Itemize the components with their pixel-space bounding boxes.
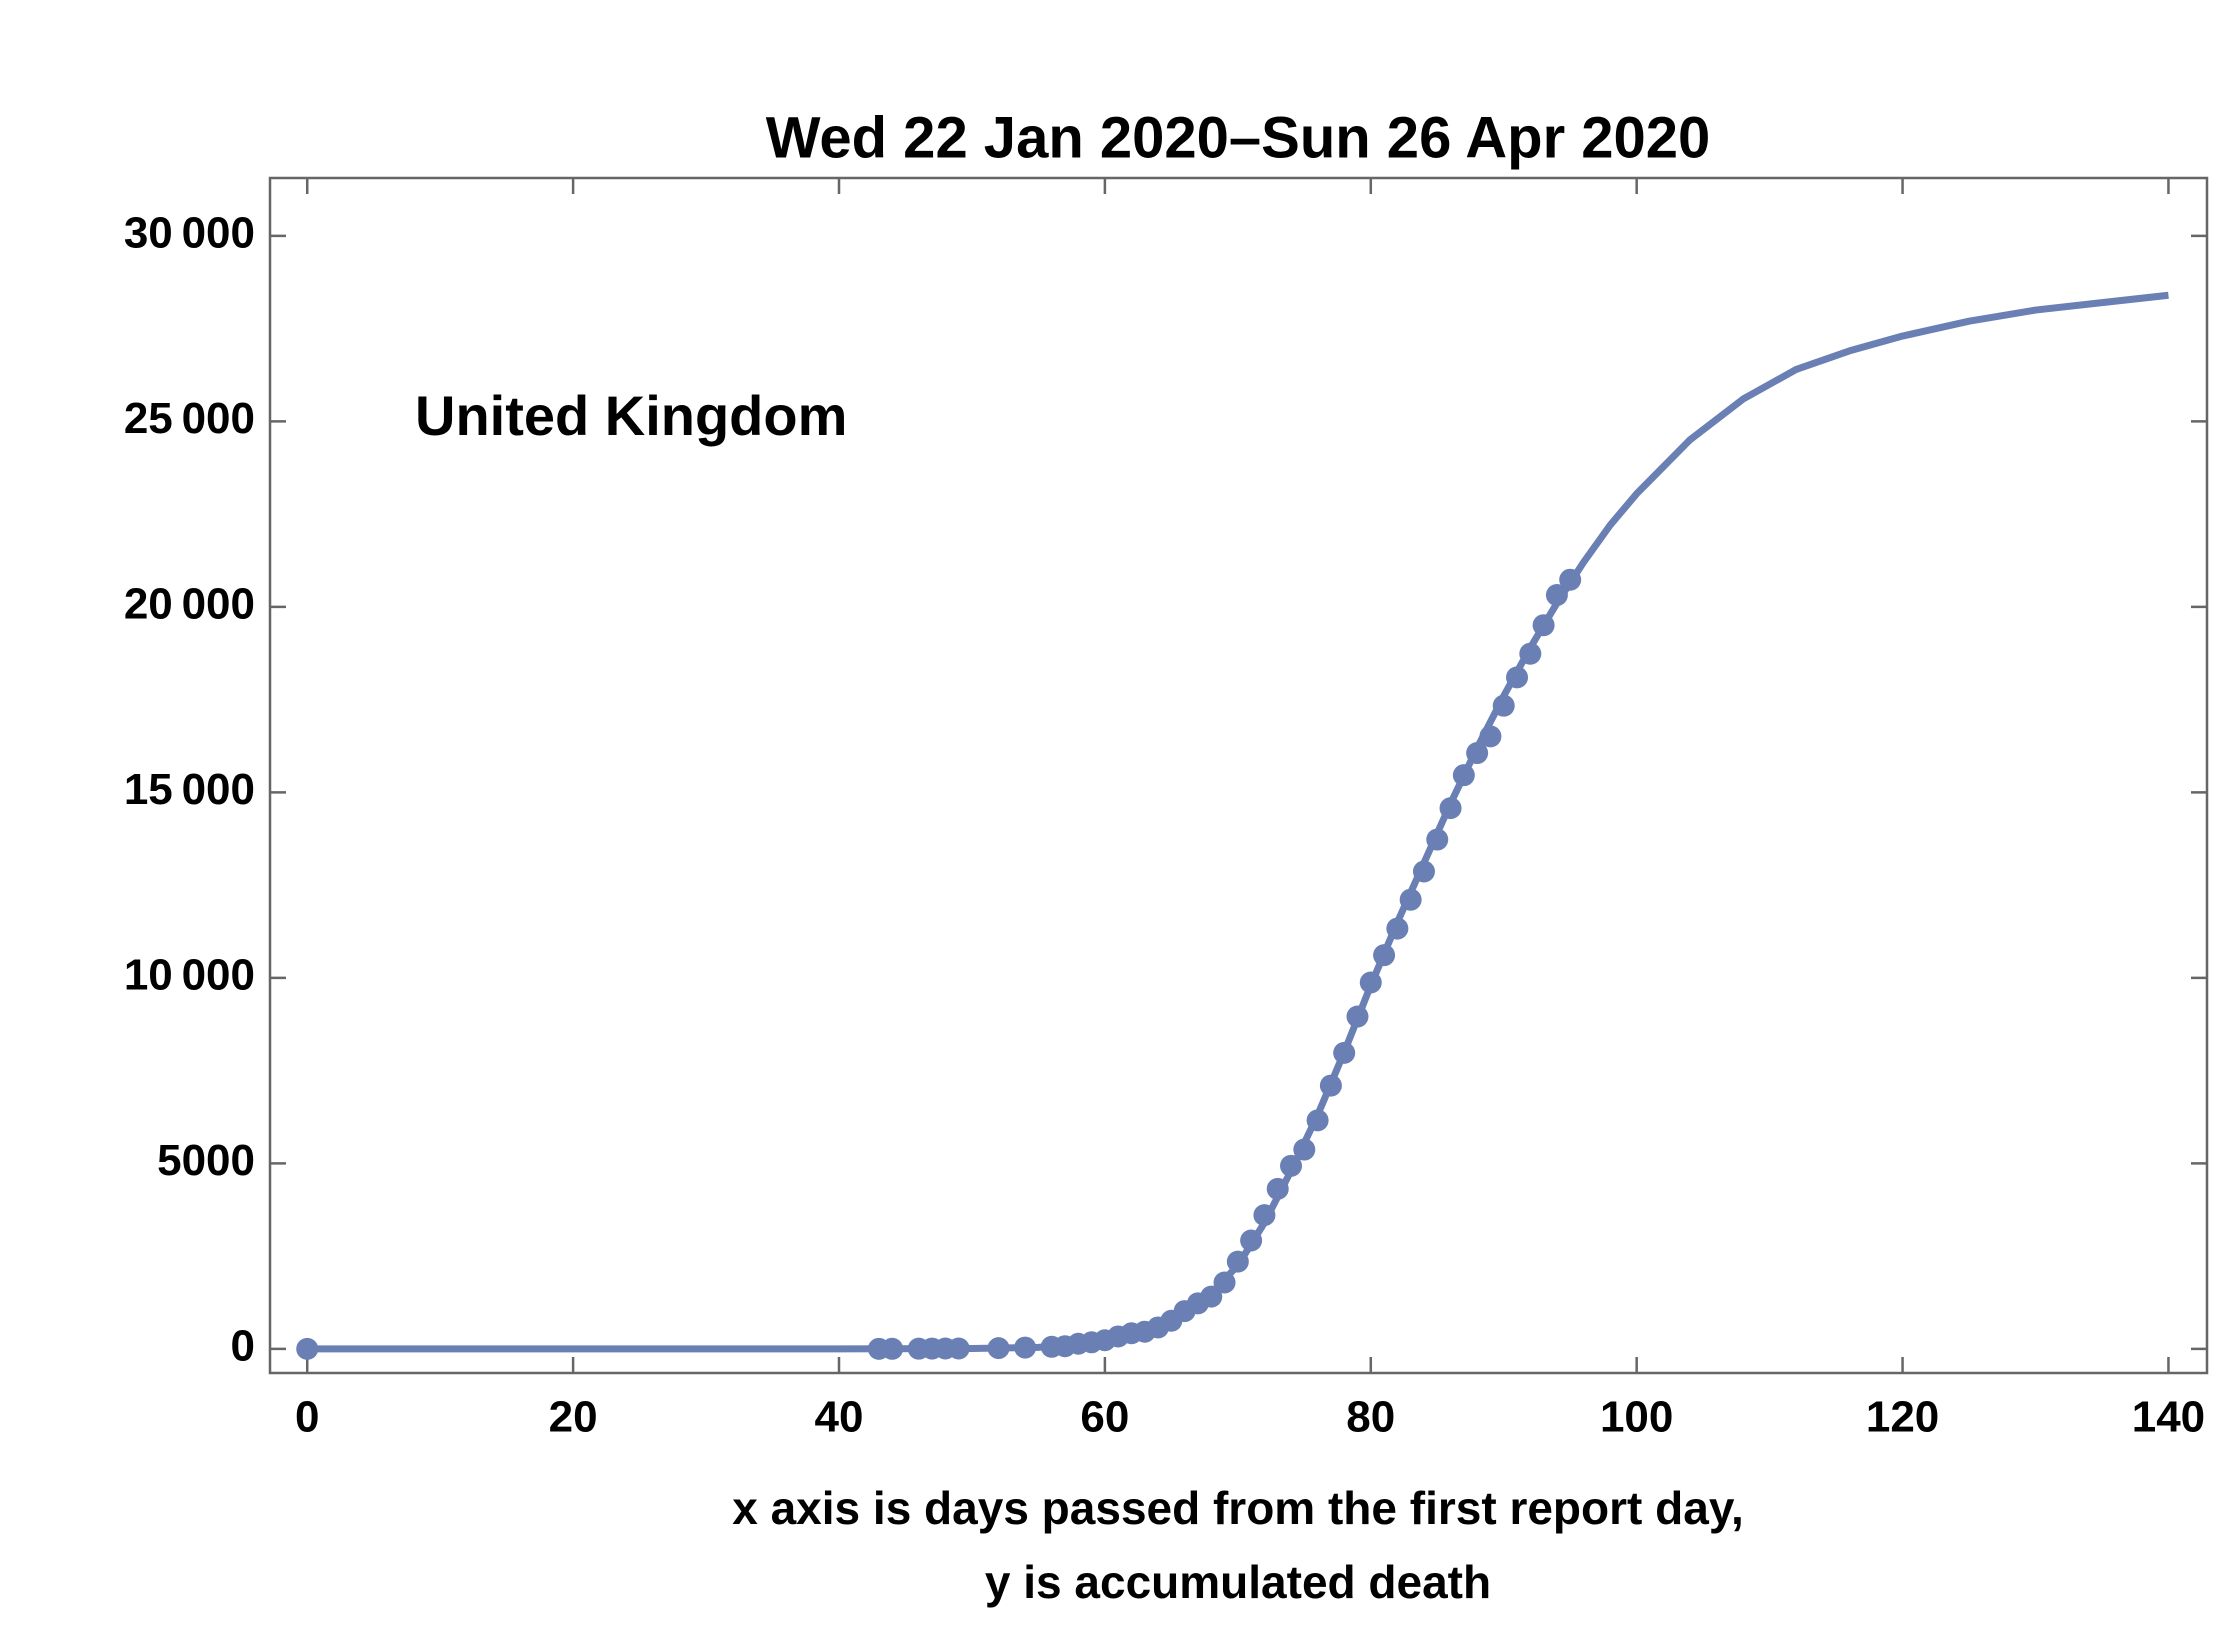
data-point — [1386, 917, 1409, 940]
data-point — [296, 1337, 319, 1360]
x-tick-label: 80 — [1346, 1393, 1395, 1442]
x-axis-label: x axis is days passed from the first rep… — [732, 1482, 1744, 1534]
data-point — [1266, 1177, 1289, 1200]
fit-line — [307, 291, 2169, 1353]
data-point — [1559, 568, 1582, 591]
data-point — [1306, 1109, 1329, 1132]
data-point — [1412, 860, 1435, 883]
data-point — [1333, 1041, 1356, 1064]
y-tick-label: 25 000 — [124, 394, 255, 443]
data-point — [1346, 1005, 1369, 1028]
data-point — [1492, 694, 1515, 717]
data-point — [1466, 742, 1489, 765]
x-tick-label: 40 — [815, 1393, 864, 1442]
data-point — [1213, 1271, 1236, 1294]
x-tick-label: 140 — [2132, 1393, 2205, 1442]
data-point — [1479, 725, 1502, 748]
data-point — [1426, 828, 1449, 851]
y-tick-label: 0 — [231, 1322, 255, 1371]
y-tick-label: 20 000 — [124, 580, 255, 629]
data-point — [1519, 642, 1542, 665]
x-tick-label: 60 — [1080, 1393, 1129, 1442]
data-point — [1240, 1229, 1263, 1252]
y-tick-label: 30 000 — [124, 209, 255, 258]
data-point — [1226, 1250, 1249, 1273]
data-point — [1014, 1336, 1037, 1359]
data-point — [1359, 971, 1382, 994]
data-point — [1293, 1138, 1316, 1161]
y-tick-label: 5000 — [157, 1136, 255, 1185]
data-point — [1532, 614, 1555, 637]
chart-title: Wed 22 Jan 2020–Sun 26 Apr 2020 — [766, 105, 1711, 170]
x-tick-label: 100 — [1600, 1393, 1673, 1442]
x-tick-label: 120 — [1866, 1393, 1939, 1442]
x-tick-label: 0 — [295, 1393, 319, 1442]
data-point — [1452, 764, 1475, 787]
data-point — [987, 1337, 1010, 1360]
data-point — [1545, 584, 1568, 607]
data-point — [1280, 1154, 1303, 1177]
x-tick-label: 20 — [549, 1393, 598, 1442]
data-point — [1373, 944, 1396, 967]
y-tick-label: 10 000 — [124, 951, 255, 1000]
data-point — [1200, 1285, 1223, 1308]
data-point — [1439, 797, 1462, 820]
data-point — [1399, 888, 1422, 911]
data-point — [1253, 1204, 1276, 1227]
data-point — [947, 1337, 970, 1360]
data-point — [1506, 666, 1529, 689]
y-tick-label: 15 000 — [124, 765, 255, 814]
data-point — [1319, 1074, 1342, 1097]
data-point — [881, 1337, 904, 1360]
x-axis-label: y is accumulated death — [985, 1556, 1491, 1608]
plot-frame — [268, 176, 2209, 1375]
annotation: United Kingdom — [415, 384, 847, 447]
